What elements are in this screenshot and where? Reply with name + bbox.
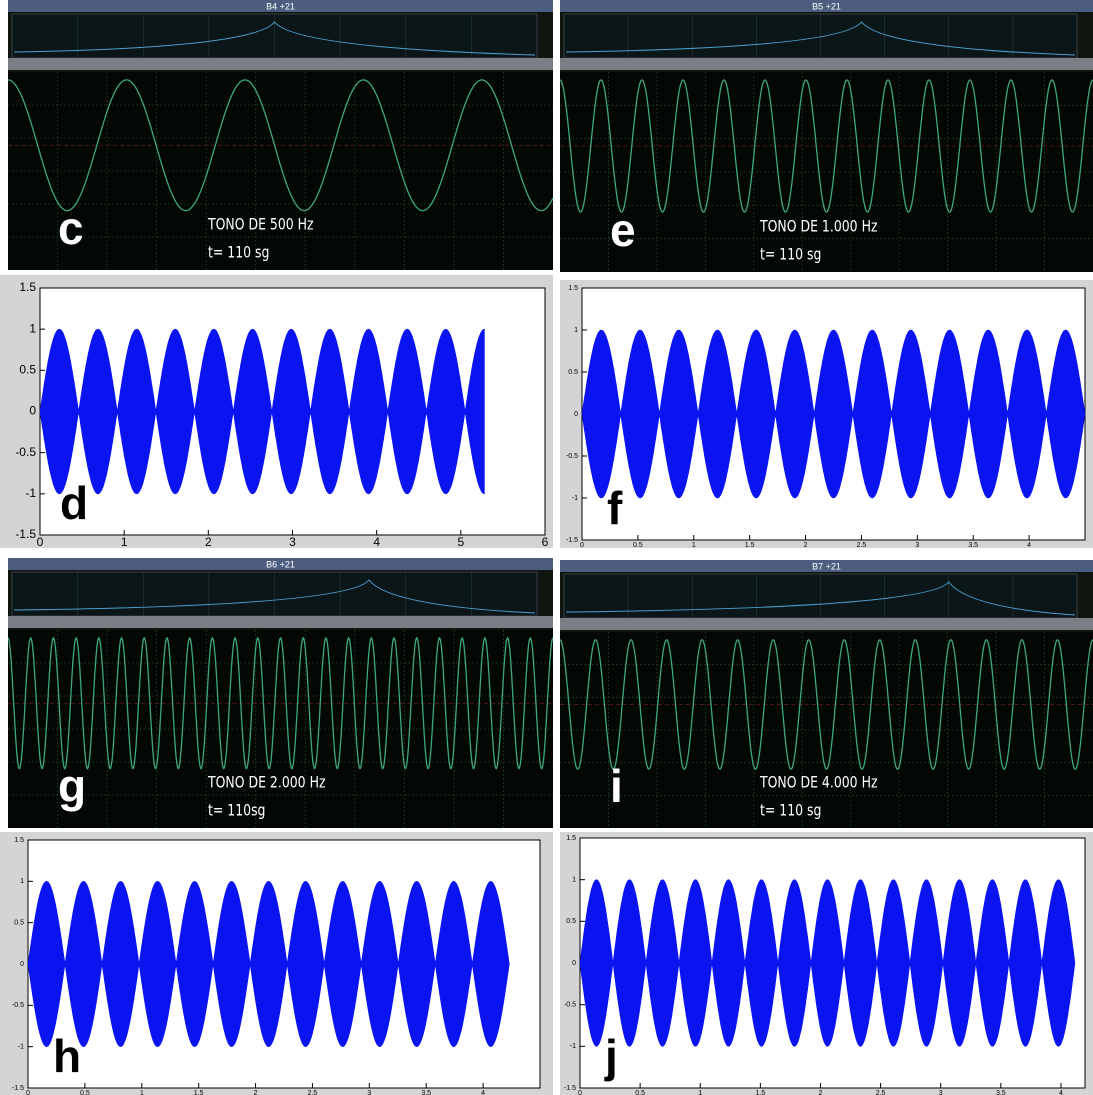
x-tick-label: 2 (804, 542, 808, 549)
waveform (580, 880, 1075, 1047)
scope-header: B5 +21 (812, 1, 841, 11)
y-tick-label: 1 (20, 878, 24, 885)
x-tick-label: 3 (367, 1090, 371, 1095)
y-tick-label: -1.5 (12, 1085, 24, 1092)
x-tick-label: 3 (939, 1090, 943, 1095)
x-tick-label: 2 (819, 1090, 823, 1095)
y-tick-label: -1.5 (564, 1085, 576, 1092)
y-tick-label: -0.5 (566, 453, 578, 460)
y-tick-label: 0 (572, 960, 576, 967)
x-tick-label: 1.5 (745, 542, 755, 549)
tone-label: TONO DE 2.000 Hz (207, 774, 325, 792)
y-tick-label: 0.5 (19, 363, 36, 377)
x-tick-label: 1 (140, 1090, 144, 1095)
y-tick-label: -0.5 (564, 1002, 576, 1009)
time-label: t= 110 sg (760, 246, 821, 264)
scope-letter: e (610, 204, 636, 256)
y-tick-label: 1 (29, 321, 36, 335)
tone-label: TONO DE 500 Hz (207, 216, 313, 234)
scope-header: B7 +21 (812, 561, 841, 571)
x-tick-label: 2.5 (876, 1090, 886, 1095)
x-tick-label: 4 (1059, 1090, 1063, 1095)
y-tick-label: 1.5 (19, 280, 36, 294)
y-tick-label: -1 (570, 1043, 576, 1050)
y-tick-label: -1.5 (566, 537, 578, 544)
x-tick-label: 4 (1027, 542, 1031, 549)
figure: B4 +21 c TONO DE 500 Hz t= 110 sg -1.5 -1 -0.5… (0, 0, 1093, 1095)
y-tick-label: -0.5 (12, 1002, 24, 1009)
x-tick-label: 0 (26, 1090, 30, 1095)
x-tick-label: 0 (580, 542, 584, 549)
x-tick-label: 3.5 (968, 542, 978, 549)
x-tick-label: 0 (578, 1090, 582, 1095)
x-tick-label: 0.5 (635, 1090, 645, 1095)
x-tick-label: 5 (457, 535, 464, 549)
y-tick-label: 0 (20, 961, 24, 968)
x-tick-label: 2.5 (308, 1090, 318, 1095)
y-tick-label: -0.5 (15, 445, 36, 459)
scope-header: B4 +21 (266, 1, 295, 11)
y-tick-label: -1 (18, 1044, 24, 1051)
y-tick-label: -1 (25, 486, 36, 500)
x-tick-label: 6 (542, 535, 549, 549)
y-tick-label: -1 (572, 495, 578, 502)
y-tick-label: 0 (29, 404, 36, 418)
scope-statusbar (8, 616, 553, 628)
time-label: t= 110 sg (208, 244, 269, 262)
x-tick-label: 1 (698, 1090, 702, 1095)
time-label: t= 110 sg (760, 802, 821, 820)
x-tick-label: 2.5 (857, 542, 867, 549)
scope-statusbar (560, 58, 1093, 70)
x-tick-label: 0.5 (633, 542, 643, 549)
x-tick-label: 4 (373, 535, 380, 549)
y-tick-label: 1 (572, 877, 576, 884)
plot-letter: f (607, 482, 623, 534)
y-tick-label: 0.5 (568, 369, 578, 376)
x-tick-label: 3.5 (996, 1090, 1006, 1095)
scope-statusbar (560, 618, 1093, 630)
x-tick-label: 2 (254, 1090, 258, 1095)
y-tick-label: 0.5 (14, 920, 24, 927)
scope-letter: g (58, 760, 86, 812)
y-tick-label: -1.5 (15, 527, 36, 541)
scope-letter: c (58, 202, 84, 254)
plot-letter: d (60, 477, 88, 529)
x-tick-label: 1 (121, 535, 128, 549)
x-tick-label: 1.5 (755, 1090, 765, 1095)
x-tick-label: 0 (37, 535, 44, 549)
x-tick-label: 3 (289, 535, 296, 549)
scope-header: B6 +21 (266, 559, 295, 569)
time-label: t= 110sg (208, 802, 265, 820)
y-tick-label: 0 (574, 411, 578, 418)
y-tick-label: 1.5 (14, 837, 24, 844)
x-tick-label: 3.5 (421, 1090, 431, 1095)
x-tick-label: 1.5 (194, 1090, 204, 1095)
y-tick-label: 1.5 (568, 285, 578, 292)
y-tick-label: 1 (574, 327, 578, 334)
scope-letter: i (610, 760, 623, 812)
y-tick-label: 0.5 (566, 918, 576, 925)
x-tick-label: 3 (915, 542, 919, 549)
tone-label: TONO DE 4.000 Hz (759, 774, 877, 792)
scope-statusbar (8, 58, 553, 70)
plot-letter: h (53, 1030, 81, 1082)
x-tick-label: 2 (205, 535, 212, 549)
x-tick-label: 4 (481, 1090, 485, 1095)
plot-letter: j (604, 1030, 618, 1082)
x-tick-label: 1 (692, 542, 696, 549)
x-tick-label: 0.5 (80, 1090, 90, 1095)
tone-label: TONO DE 1.000 Hz (759, 218, 877, 236)
y-tick-label: 1.5 (566, 835, 576, 842)
